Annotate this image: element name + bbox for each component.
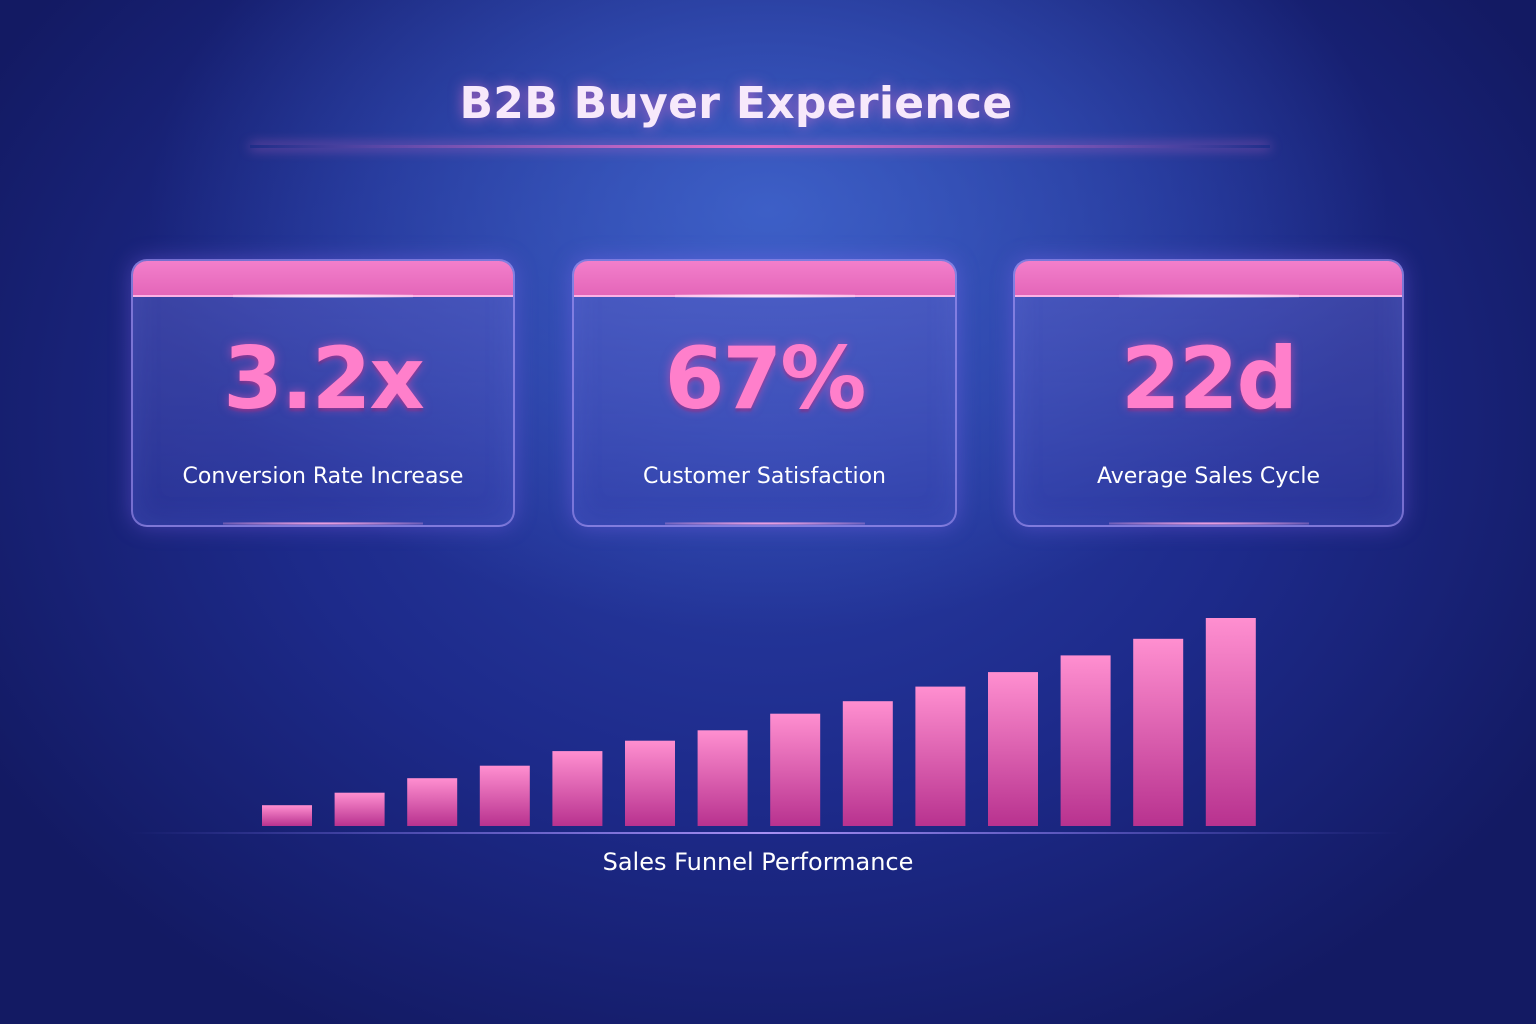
card-bottom-glow	[223, 522, 423, 525]
chart-baseline	[130, 832, 1400, 834]
bar-7	[697, 730, 748, 826]
bar-6	[625, 740, 675, 826]
metric-value: 67%	[664, 329, 867, 429]
bar-11	[988, 672, 1038, 826]
metric-card-sales-cycle: 22d Average Sales Cycle	[1013, 259, 1404, 527]
bar-3	[407, 778, 458, 826]
title-glow-divider	[250, 145, 1270, 148]
card-header-bar	[1015, 261, 1402, 298]
bar-13	[1133, 638, 1184, 826]
bar-9	[842, 701, 893, 826]
metric-label: Average Sales Cycle	[1096, 464, 1320, 489]
metric-card-conversion: 3.2x Conversion Rate Increase	[131, 259, 515, 527]
bar-10	[915, 686, 966, 826]
bar-12	[1060, 655, 1111, 826]
bar-14	[1205, 618, 1256, 826]
bars-group	[262, 618, 1256, 826]
bar-4	[479, 765, 530, 826]
bar-2	[334, 792, 385, 826]
card-header-bar	[133, 261, 513, 298]
metric-value: 3.2x	[223, 329, 425, 429]
card-header-bar	[574, 261, 955, 298]
metric-card-satisfaction: 67% Customer Satisfaction	[572, 259, 957, 527]
sales-funnel-bar-chart	[130, 618, 1400, 834]
bar-1	[262, 805, 312, 826]
metric-label: Conversion Rate Increase	[182, 464, 464, 489]
bar-5	[552, 751, 603, 826]
metric-label: Customer Satisfaction	[643, 464, 886, 489]
card-bottom-glow	[664, 522, 865, 525]
page-title: B2B Buyer Experience	[459, 78, 1013, 129]
chart-caption: Sales Funnel Performance	[602, 848, 914, 876]
bar-8	[770, 713, 821, 826]
metric-value: 22d	[1120, 329, 1298, 429]
card-bottom-glow	[1108, 522, 1309, 525]
